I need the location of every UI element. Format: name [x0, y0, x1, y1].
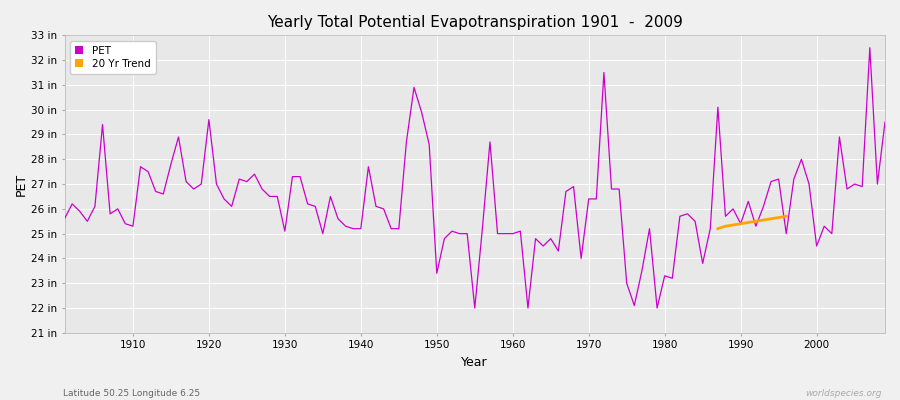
Text: worldspecies.org: worldspecies.org	[806, 389, 882, 398]
Text: Latitude 50.25 Longitude 6.25: Latitude 50.25 Longitude 6.25	[63, 389, 200, 398]
Y-axis label: PET: PET	[15, 172, 28, 196]
Legend: PET, 20 Yr Trend: PET, 20 Yr Trend	[69, 40, 156, 74]
X-axis label: Year: Year	[462, 356, 488, 369]
Title: Yearly Total Potential Evapotranspiration 1901  -  2009: Yearly Total Potential Evapotranspiratio…	[266, 15, 683, 30]
